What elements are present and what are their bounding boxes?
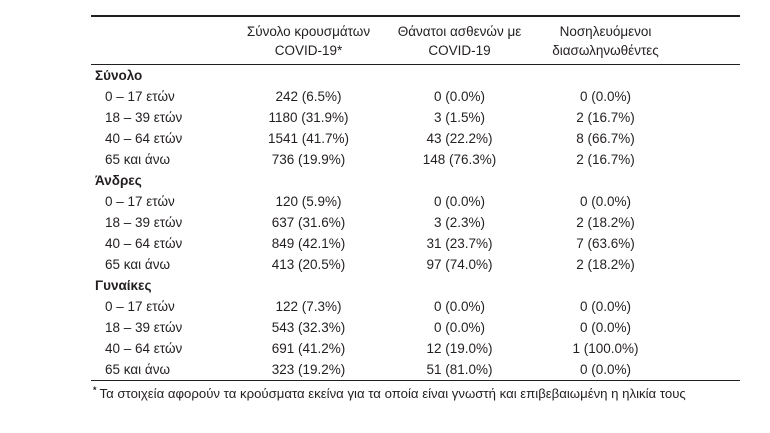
table-header: Σύνολο κρουσμάτων COVID-19* Θάνατοι ασθε… — [91, 15, 740, 65]
age-label: 0 – 17 ετών — [105, 194, 175, 209]
deaths-value: 148 (76.3%) — [422, 152, 497, 167]
age-label: 65 και άνω — [105, 362, 171, 377]
spacer-cell — [677, 233, 740, 254]
footnote-text: Τα στοιχεία αφορούν τα κρούσματα εκείνα … — [99, 386, 686, 401]
intubated-value: 0 (0.0%) — [579, 89, 632, 104]
header-spacer — [677, 15, 740, 65]
deaths-value: 43 (22.2%) — [426, 131, 493, 146]
cases-value: 120 (5.9%) — [275, 194, 342, 209]
column-header-intubated: Νοσηλευόμενοι διασωληνωθέντες — [534, 15, 677, 65]
age-label: 18 – 39 ετών — [105, 215, 183, 230]
deaths-value: 0 (0.0%) — [433, 299, 486, 314]
header-empty — [91, 15, 232, 65]
intubated-value: 2 (16.7%) — [576, 110, 635, 125]
age-label: 0 – 17 ετών — [105, 89, 175, 104]
table-body: Σύνολο 0 – 17 ετών 242 (6.5%) 0 (0.0%) 0… — [91, 65, 740, 381]
group-label: Άνδρες — [95, 173, 142, 188]
intubated-value: 0 (0.0%) — [579, 194, 632, 209]
deaths-value: 97 (74.0%) — [426, 257, 493, 272]
intubated-value: 8 (66.7%) — [576, 131, 635, 146]
deaths-value: 51 (81.0%) — [426, 362, 493, 377]
cases-value: 323 (19.2%) — [271, 362, 346, 377]
age-label: 18 – 39 ετών — [105, 320, 183, 335]
intubated-value: 2 (18.2%) — [576, 215, 635, 230]
cases-value: 637 (31.6%) — [271, 215, 346, 230]
covid-age-table-container: Σύνολο κρουσμάτων COVID-19* Θάνατοι ασθε… — [91, 15, 740, 381]
table-row: 0 – 17 ετών 122 (7.3%) 0 (0.0%) 0 (0.0%) — [91, 296, 740, 317]
header-row: Σύνολο κρουσμάτων COVID-19* Θάνατοι ασθε… — [91, 15, 740, 65]
table-row: 40 – 64 ετών 849 (42.1%) 31 (23.7%) 7 (6… — [91, 233, 740, 254]
table-row: 65 και άνω 413 (20.5%) 97 (74.0%) 2 (18.… — [91, 254, 740, 275]
table-row: 0 – 17 ετών 242 (6.5%) 0 (0.0%) 0 (0.0%) — [91, 86, 740, 107]
column-header-intubated-line2: διασωληνωθέντες — [552, 43, 659, 58]
age-label: 40 – 64 ετών — [105, 236, 183, 251]
spacer-cell — [677, 317, 740, 338]
age-label: 40 – 64 ετών — [105, 131, 183, 146]
age-label: 0 – 17 ετών — [105, 299, 175, 314]
cases-value: 736 (19.9%) — [271, 152, 346, 167]
spacer-cell — [677, 107, 740, 128]
column-header-cases: Σύνολο κρουσμάτων COVID-19* — [232, 15, 385, 65]
spacer-cell — [677, 254, 740, 275]
footnote: * Τα στοιχεία αφορούν τα κρούσματα εκείνα… — [93, 385, 753, 402]
table-row: 40 – 64 ετών 1541 (41.7%) 43 (22.2%) 8 (… — [91, 128, 740, 149]
column-header-cases-line2: COVID-19* — [274, 43, 343, 58]
intubated-value: 0 (0.0%) — [579, 362, 632, 377]
age-label: 65 και άνω — [105, 257, 171, 272]
table-row: 18 – 39 ετών 543 (32.3%) 0 (0.0%) 0 (0.0… — [91, 317, 740, 338]
group-row-women: Γυναίκες — [91, 275, 740, 296]
age-label: 40 – 64 ετών — [105, 341, 183, 356]
cases-value: 543 (32.3%) — [271, 320, 346, 335]
cases-value: 1180 (31.9%) — [268, 110, 349, 125]
table-row: 65 και άνω 736 (19.9%) 148 (76.3%) 2 (16… — [91, 149, 740, 170]
group-row-men: Άνδρες — [91, 170, 740, 191]
table-row: 40 – 64 ετών 691 (41.2%) 12 (19.0%) 1 (1… — [91, 338, 740, 359]
column-header-intubated-line1: Νοσηλευόμενοι — [559, 24, 652, 39]
cases-value: 122 (7.3%) — [275, 299, 342, 314]
group-label: Σύνολο — [95, 68, 143, 83]
intubated-value: 2 (18.2%) — [576, 257, 635, 272]
table-row: 65 και άνω 323 (19.2%) 51 (81.0%) 0 (0.0… — [91, 359, 740, 381]
deaths-value: 0 (0.0%) — [433, 89, 486, 104]
deaths-value: 0 (0.0%) — [433, 320, 486, 335]
group-label: Γυναίκες — [95, 278, 152, 293]
spacer-cell — [677, 212, 740, 233]
column-header-deaths-line2: COVID-19 — [428, 43, 491, 58]
intubated-value: 7 (63.6%) — [576, 236, 635, 251]
table-row: 0 – 17 ετών 120 (5.9%) 0 (0.0%) 0 (0.0%) — [91, 191, 740, 212]
age-label: 65 και άνω — [105, 152, 171, 167]
table-row: 18 – 39 ετών 1180 (31.9%) 3 (1.5%) 2 (16… — [91, 107, 740, 128]
table-row: 18 – 39 ετών 637 (31.6%) 3 (2.3%) 2 (18.… — [91, 212, 740, 233]
deaths-value: 12 (19.0%) — [426, 341, 493, 356]
spacer-cell — [677, 191, 740, 212]
spacer-cell — [677, 296, 740, 317]
cases-value: 242 (6.5%) — [275, 89, 342, 104]
intubated-value: 1 (100.0%) — [572, 341, 639, 356]
footnote-asterisk: * — [93, 384, 97, 395]
cases-value: 1541 (41.7%) — [267, 131, 350, 146]
cases-value: 691 (41.2%) — [271, 341, 346, 356]
column-header-deaths: Θάνατοι ασθενών με COVID-19 — [385, 15, 534, 65]
deaths-value: 3 (1.5%) — [433, 110, 486, 125]
deaths-value: 31 (23.7%) — [426, 236, 493, 251]
intubated-value: 0 (0.0%) — [579, 320, 632, 335]
spacer-cell — [677, 338, 740, 359]
intubated-value: 2 (16.7%) — [576, 152, 635, 167]
spacer-cell — [677, 86, 740, 107]
covid-age-table: Σύνολο κρουσμάτων COVID-19* Θάνατοι ασθε… — [91, 15, 740, 381]
intubated-value: 0 (0.0%) — [579, 299, 632, 314]
spacer-cell — [677, 128, 740, 149]
spacer-cell — [677, 359, 740, 381]
column-header-deaths-line1: Θάνατοι ασθενών με — [397, 24, 522, 39]
spacer-cell — [677, 149, 740, 170]
cases-value: 413 (20.5%) — [271, 257, 346, 272]
age-label: 18 – 39 ετών — [105, 110, 183, 125]
deaths-value: 3 (2.3%) — [433, 215, 486, 230]
group-row-total: Σύνολο — [91, 65, 740, 87]
cases-value: 849 (42.1%) — [271, 236, 346, 251]
deaths-value: 0 (0.0%) — [433, 194, 486, 209]
column-header-cases-line1: Σύνολο κρουσμάτων — [246, 24, 371, 39]
